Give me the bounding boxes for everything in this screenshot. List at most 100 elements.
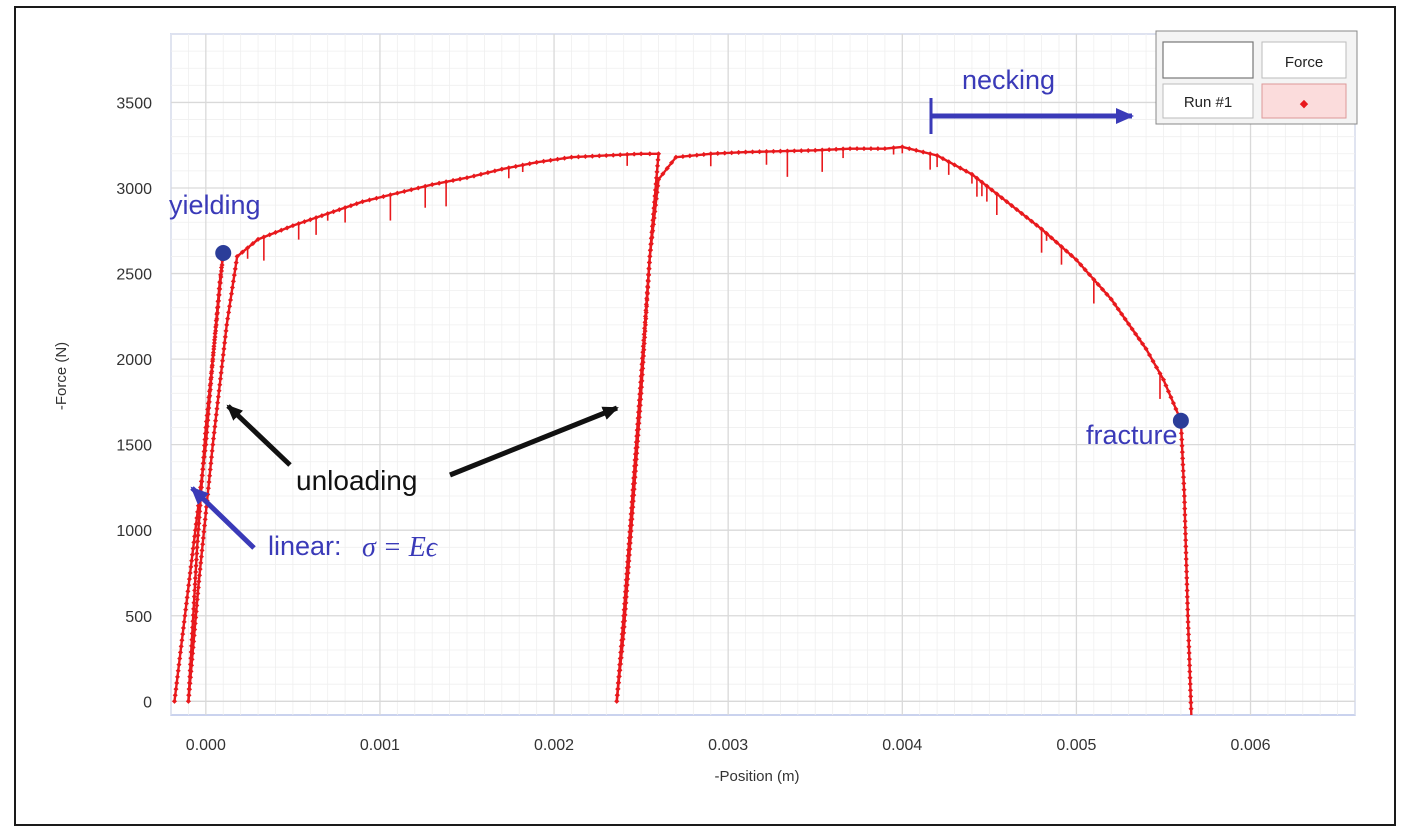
data-point xyxy=(1153,364,1160,370)
data-point xyxy=(212,334,218,340)
data-point xyxy=(1053,239,1060,245)
data-point xyxy=(215,304,221,310)
data-point xyxy=(1184,594,1190,600)
data-point xyxy=(499,166,505,172)
data-point xyxy=(638,151,644,157)
data-point xyxy=(202,436,208,443)
data-point xyxy=(1188,693,1194,699)
data-point xyxy=(221,346,227,352)
data-point xyxy=(1024,214,1030,220)
data-point xyxy=(1184,569,1190,575)
data-point xyxy=(1179,449,1185,455)
data-point xyxy=(1180,462,1186,468)
data-point xyxy=(213,418,219,424)
data-point xyxy=(1182,512,1188,518)
data-point xyxy=(643,307,649,313)
data-point xyxy=(633,445,639,451)
y-tick-label: 0 xyxy=(143,694,152,711)
data-point xyxy=(1073,257,1079,263)
data-point xyxy=(380,194,386,200)
data-point xyxy=(217,286,223,292)
data-point xyxy=(1058,244,1065,250)
data-point xyxy=(208,370,214,376)
data-point xyxy=(617,655,623,662)
data-point xyxy=(1180,455,1186,461)
data-point xyxy=(1126,321,1132,327)
data-point xyxy=(615,686,621,692)
data-point xyxy=(628,511,634,517)
data-point xyxy=(203,418,209,425)
data-point xyxy=(631,151,637,157)
data-point xyxy=(394,190,400,196)
data-point xyxy=(214,316,220,322)
data-point xyxy=(214,310,220,316)
data-point xyxy=(217,382,223,388)
data-point xyxy=(1182,499,1188,505)
data-point xyxy=(622,595,628,601)
data-point xyxy=(653,196,659,202)
data-point xyxy=(626,541,632,547)
data-point xyxy=(200,460,206,467)
data-point xyxy=(478,171,484,177)
data-point xyxy=(1039,226,1045,232)
data-point xyxy=(770,148,776,154)
data-point xyxy=(634,427,640,433)
data-point xyxy=(632,451,639,457)
data-point xyxy=(1179,443,1185,449)
data-point xyxy=(1108,296,1114,302)
data-point xyxy=(222,334,228,340)
data-point xyxy=(436,180,442,186)
data-point xyxy=(218,268,225,274)
data-point xyxy=(1186,656,1192,662)
data-point xyxy=(636,403,642,409)
data-point xyxy=(278,227,284,233)
data-point xyxy=(201,442,208,449)
data-point xyxy=(202,430,208,437)
data-point xyxy=(1115,306,1121,312)
y-tick-label: 1000 xyxy=(116,523,152,540)
y-tick-label: 500 xyxy=(125,609,152,626)
data-point xyxy=(618,649,624,655)
data-point xyxy=(227,297,234,303)
data-point xyxy=(715,150,721,156)
data-point xyxy=(826,147,832,153)
data-point xyxy=(224,322,230,328)
data-point xyxy=(211,346,217,352)
data-point xyxy=(216,292,222,298)
data-point xyxy=(1185,619,1191,625)
data-point xyxy=(217,376,223,382)
data-point xyxy=(1185,625,1191,631)
data-point xyxy=(206,479,212,485)
data-point xyxy=(610,152,616,158)
data-point xyxy=(1140,341,1146,347)
x-tick-label: 0.004 xyxy=(882,737,922,754)
y-tick-label: 1500 xyxy=(116,438,152,455)
data-point xyxy=(205,400,211,406)
data-point xyxy=(854,146,860,152)
data-point xyxy=(805,147,811,154)
data-point xyxy=(756,149,763,155)
data-point xyxy=(623,583,629,589)
data-point xyxy=(1182,531,1189,537)
data-point xyxy=(625,559,631,565)
data-point xyxy=(630,481,636,487)
data-point xyxy=(637,391,643,397)
data-point xyxy=(1182,524,1188,531)
x-tick-labels: 0.000 0.001 0.002 0.003 0.004 0.005 0.006 xyxy=(186,737,1271,754)
data-point xyxy=(621,607,627,613)
data-point xyxy=(209,364,215,370)
data-point xyxy=(619,637,625,643)
data-point xyxy=(1183,550,1189,556)
data-point xyxy=(1183,556,1189,562)
y-axis-title: -Force (N) xyxy=(53,342,70,410)
data-point xyxy=(213,412,219,418)
data-point xyxy=(1122,316,1128,322)
data-point xyxy=(641,337,647,343)
x-tick-label: 0.002 xyxy=(534,737,574,754)
x-tick-label: 0.006 xyxy=(1231,737,1271,754)
yielding-point-marker xyxy=(215,245,232,262)
data-point xyxy=(205,406,211,412)
data-point xyxy=(680,153,686,160)
y-tick-label: 3500 xyxy=(116,95,152,112)
data-point xyxy=(934,152,940,159)
